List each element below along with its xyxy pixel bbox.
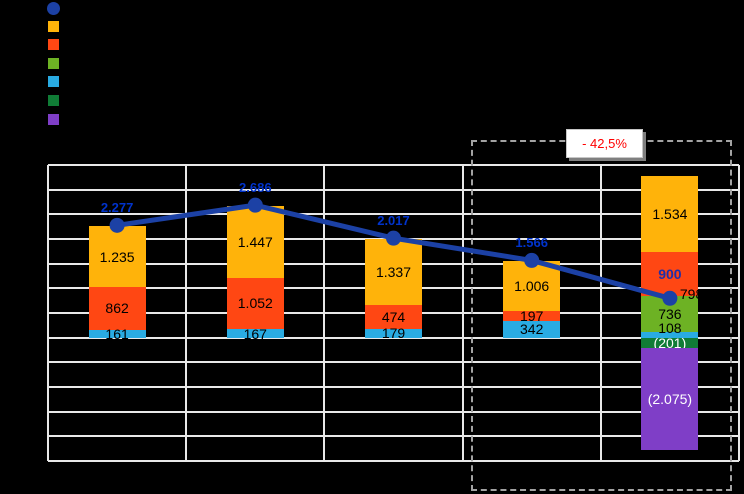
- bar2-segment-amber: 1.447: [226, 206, 284, 278]
- segment-value-label: 1.337: [375, 264, 412, 281]
- gridline-v: [47, 165, 49, 461]
- gridline-h: [48, 361, 739, 364]
- bar3-segment-orange: 474: [365, 305, 422, 329]
- segment-value-label: 900: [658, 265, 682, 282]
- gridline-v: [599, 165, 602, 461]
- segment-value-label: 736: [658, 306, 682, 323]
- bar1-segment-orange: 862: [88, 287, 146, 330]
- bar3-segment-amber: 1.337: [365, 239, 422, 306]
- gridline-v: [461, 165, 464, 461]
- legend-marker-series-green-icon: [48, 57, 59, 69]
- segment-value-label: 1.235: [99, 248, 135, 265]
- segment-value-label: 197: [520, 307, 544, 324]
- gridline-h: [48, 336, 739, 339]
- legend-item: [47, 76, 59, 88]
- change-annotation-label: - 42,5%: [582, 136, 627, 151]
- legend-item: [47, 113, 59, 125]
- line-value-label: 2.017: [377, 213, 410, 229]
- segment-value-label: (201): [653, 334, 687, 351]
- bar4-segment-amber: 1.006: [503, 261, 561, 312]
- segment-value-label: 161: [105, 325, 129, 342]
- legend-marker-series-amber-icon: [48, 20, 59, 32]
- line-value-label: 1.566: [515, 235, 548, 251]
- bar5-segment-darkgreen: (201): [641, 334, 699, 351]
- legend-item: [47, 95, 59, 106]
- bar3-segment-cyan: 179: [365, 325, 422, 342]
- legend-item: [47, 20, 59, 32]
- segment-value-label: 108: [658, 319, 682, 336]
- gridline-h: [48, 435, 739, 438]
- gridline-h: [48, 460, 739, 462]
- line-value-label: 2.277: [100, 200, 134, 216]
- bar2-segment-cyan: 167: [226, 327, 284, 341]
- segment-value-label: 342: [520, 321, 544, 338]
- gridline-h: [48, 188, 739, 191]
- gridline-v: [323, 165, 326, 461]
- gridline-h: [48, 410, 739, 413]
- bar5-segment-amber: 1.534: [641, 175, 699, 252]
- bar4-segment-orange: 197: [503, 307, 561, 324]
- segment-value-label: 862: [105, 300, 129, 317]
- bar5-segment-cyan: 108: [641, 321, 699, 338]
- legend-item: [47, 2, 60, 15]
- segment-value-label: 1.534: [652, 205, 688, 222]
- segment-value-label: 167: [243, 325, 267, 342]
- legend-marker-series-darkgreen-icon: [48, 95, 59, 106]
- gridline-v: [738, 165, 740, 461]
- legend-marker-line-series-icon: [47, 2, 60, 15]
- legend-marker-series-purple-icon: [48, 113, 59, 125]
- gridline-h: [48, 164, 739, 166]
- bar2-segment-orange: 1.052: [226, 277, 284, 330]
- gridline-v: [185, 165, 188, 461]
- bar4-segment-cyan: 342: [503, 320, 561, 338]
- legend-item: [47, 39, 59, 51]
- segment-value-label: 1.006: [514, 278, 550, 295]
- gridline-h: [48, 386, 739, 388]
- segment-value-label: 1.052: [237, 295, 273, 312]
- legend-item: [47, 57, 59, 69]
- change-annotation: - 42,5%: [566, 129, 643, 158]
- segment-value-label: 1.447: [237, 233, 273, 250]
- bar5-segment-purple: (2.075): [641, 347, 699, 450]
- bar1-segment-amber: 1.235: [88, 226, 146, 288]
- segment-value-label: 474: [381, 309, 406, 326]
- bar1-segment-cyan: 161: [88, 325, 146, 342]
- segment-value-label: 179: [381, 325, 406, 342]
- line-value-label: 2.686: [239, 180, 272, 196]
- segment-value-label: (2.075): [647, 390, 693, 407]
- legend-marker-series-cyan-icon: [48, 76, 59, 88]
- legend-marker-series-orange-icon: [48, 39, 59, 51]
- line-value-label: 798: [679, 286, 704, 303]
